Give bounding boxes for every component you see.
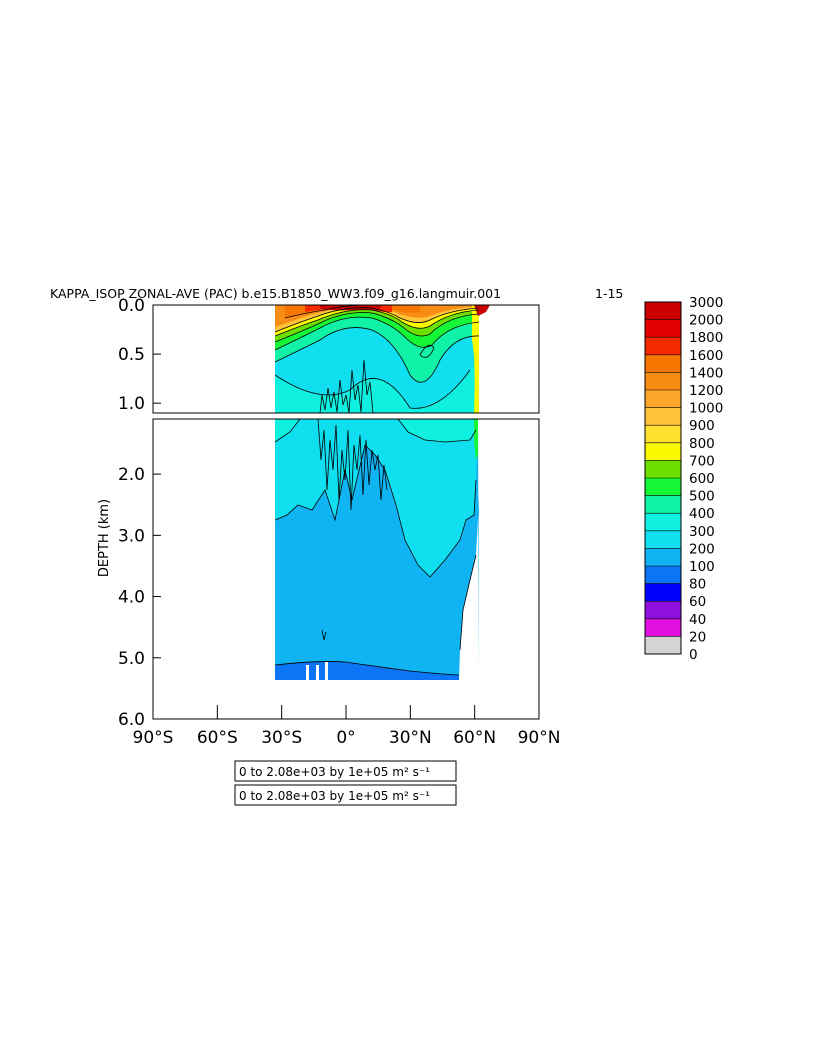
colorbar-swatch	[645, 601, 681, 619]
colorbar-label: 60	[689, 594, 706, 610]
x-tick-label: 30°N	[389, 728, 432, 748]
colorbar-swatch	[645, 636, 681, 654]
y-axis-upper: 0.0 0.5 1.0	[118, 296, 161, 414]
colorbar-swatch	[645, 478, 681, 496]
x-tick-label: 90°N	[518, 728, 561, 748]
y-axis-lower: 2.0 3.0 4.0 5.0 6.0	[118, 465, 161, 730]
chart-title: KAPPA_ISOP ZONAL-AVE (PAC) b.e15.B1850_W…	[50, 286, 501, 301]
colorbar-swatch	[645, 618, 681, 637]
colorbar-label: 1200	[689, 383, 723, 399]
y-tick-label: 1.0	[118, 394, 145, 414]
y-tick-label: 2.0	[118, 465, 145, 485]
colorbar-label: 0	[689, 647, 698, 663]
colorbar-label: 600	[689, 471, 715, 487]
y-tick-label: 3.0	[118, 526, 145, 546]
colorbar-swatch	[645, 337, 681, 355]
x-axis: 90°S 60°S 30°S 0° 30°N 60°N 90°N	[133, 705, 561, 748]
colorbar-swatch	[645, 583, 681, 602]
chart-title-suffix: 1-15	[595, 286, 623, 301]
colorbar-swatch	[645, 407, 681, 426]
colorbar-label: 200	[689, 541, 715, 557]
colorbar-label: 1400	[689, 365, 723, 381]
colorbar-label: 800	[689, 436, 715, 452]
svg-text:0 to 2.08e+03 by 1e+05 m² s⁻¹: 0 to 2.08e+03 by 1e+05 m² s⁻¹	[239, 789, 430, 803]
contour-info-box-1: 0 to 2.08e+03 by 1e+05 m² s⁻¹	[234, 760, 457, 782]
colorbar-label: 80	[689, 577, 706, 593]
y-axis-label: DEPTH (km)	[97, 499, 112, 577]
colorbar-label: 1000	[689, 401, 723, 417]
colorbar-swatch	[645, 442, 681, 461]
colorbar-label: 100	[689, 559, 715, 575]
x-tick-label: 60°S	[197, 728, 238, 748]
colorbar-label: 400	[689, 506, 715, 522]
colorbar-swatch	[645, 495, 681, 514]
contour-info-text-2: 0 to 2.08e+03 by 1e+05	[239, 789, 388, 803]
x-tick-label: 0°	[336, 728, 355, 748]
colorbar-swatch	[645, 319, 681, 338]
contour-info-box-2: 0 to 2.08e+03 by 1e+05 m² s⁻¹	[234, 784, 457, 806]
contour-info-unit-2: m² s⁻¹	[392, 789, 430, 803]
colorbar-label: 40	[689, 612, 706, 628]
y-tick-label: 0.0	[118, 296, 145, 316]
colorbar-label: 3000	[689, 295, 723, 311]
colorbar-label: 500	[689, 489, 715, 505]
y-tick-label: 0.5	[118, 345, 145, 365]
colorbar-label: 300	[689, 524, 715, 540]
colorbar-swatch	[645, 460, 681, 478]
colorbar-swatch	[645, 566, 681, 584]
colorbar-label: 900	[689, 418, 715, 434]
colorbar-label: 1800	[689, 330, 723, 346]
upper-panel-field	[274, 305, 490, 413]
colorbar-swatch	[645, 390, 681, 408]
colorbar-label: 2000	[689, 313, 723, 329]
colorbar-swatch	[645, 548, 681, 566]
x-tick-label: 30°S	[261, 728, 302, 748]
colorbar: 3000200018001600140012001000900800700600…	[644, 295, 723, 663]
colorbar-swatch	[645, 530, 681, 549]
colorbar-swatch	[645, 425, 681, 443]
upper-panel-frame	[152, 304, 540, 414]
contour-info-unit-1: m² s⁻¹	[392, 765, 430, 779]
colorbar-label: 20	[689, 629, 706, 645]
contour-info-text-1: 0 to 2.08e+03 by 1e+05	[239, 765, 388, 779]
y-tick-label: 5.0	[118, 649, 145, 669]
colorbar-label: 1600	[689, 348, 723, 364]
x-tick-label: 90°S	[133, 728, 174, 748]
colorbar-swatch	[645, 372, 681, 390]
x-tick-label: 60°N	[453, 728, 496, 748]
svg-text:0 to 2.08e+03 by 1e+05 m² s⁻¹: 0 to 2.08e+03 by 1e+05 m² s⁻¹	[239, 765, 430, 779]
colorbar-swatch	[645, 513, 681, 531]
colorbar-swatch	[645, 302, 681, 320]
lower-panel-field	[274, 419, 480, 680]
colorbar-label: 700	[689, 453, 715, 469]
y-tick-label: 6.0	[118, 710, 145, 730]
colorbar-swatch	[645, 354, 681, 373]
y-tick-label: 4.0	[118, 588, 145, 608]
